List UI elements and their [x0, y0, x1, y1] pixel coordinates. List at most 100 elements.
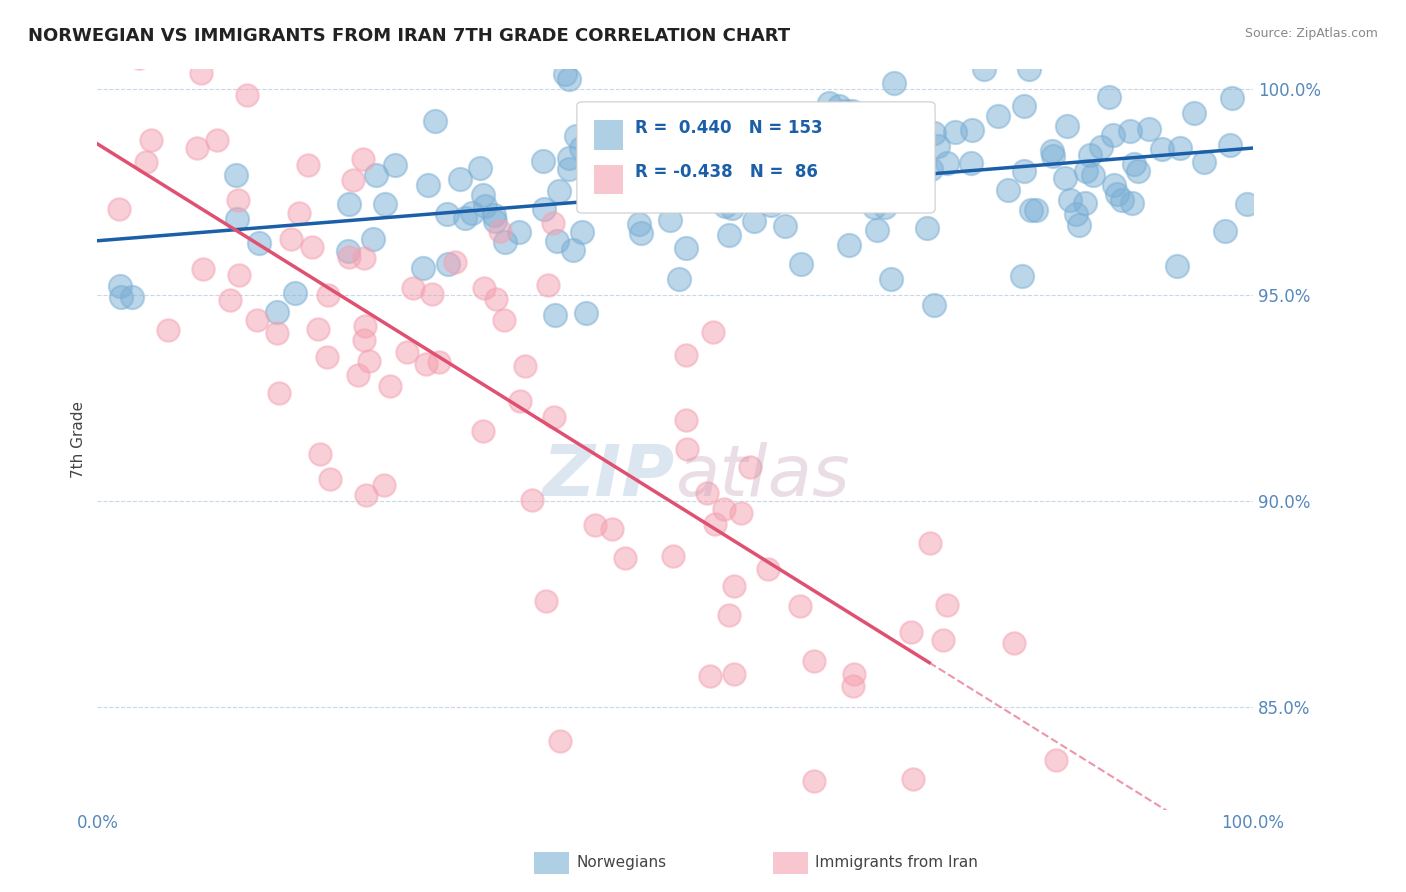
Point	[883, 76, 905, 90]
Point	[591, 177, 613, 191]
Point	[420, 286, 443, 301]
Point	[943, 125, 966, 139]
Point	[607, 177, 630, 191]
Point	[1019, 202, 1042, 217]
Point	[266, 304, 288, 318]
Point	[374, 197, 396, 211]
Point	[713, 502, 735, 516]
Point	[565, 129, 588, 144]
Point	[107, 202, 129, 216]
Point	[1018, 62, 1040, 76]
Point	[373, 478, 395, 492]
Point	[702, 326, 724, 340]
Point	[347, 368, 370, 382]
Point	[821, 189, 844, 203]
Point	[1213, 224, 1236, 238]
Bar	[595, 165, 623, 194]
Point	[973, 62, 995, 76]
Y-axis label: 7th Grade: 7th Grade	[72, 401, 86, 477]
Point	[228, 268, 250, 282]
Point	[915, 221, 938, 235]
Point	[756, 562, 779, 576]
Point	[827, 149, 849, 163]
Point	[681, 132, 703, 146]
Point	[668, 272, 690, 286]
Point	[461, 206, 484, 220]
Point	[342, 172, 364, 186]
Point	[1102, 128, 1125, 142]
Point	[1168, 141, 1191, 155]
Point	[193, 261, 215, 276]
Point	[879, 117, 901, 131]
Point	[550, 734, 572, 748]
Point	[870, 146, 893, 161]
Point	[884, 149, 907, 163]
Point	[1067, 218, 1090, 232]
Point	[396, 345, 419, 359]
Point	[384, 158, 406, 172]
Point	[1137, 122, 1160, 136]
Point	[598, 186, 620, 200]
Point	[927, 139, 949, 153]
Point	[378, 378, 401, 392]
Point	[316, 351, 339, 365]
Point	[659, 212, 682, 227]
Point	[1121, 196, 1143, 211]
Point	[600, 522, 623, 536]
Point	[789, 599, 811, 614]
Point	[704, 516, 727, 531]
Point	[803, 773, 825, 788]
Point	[890, 186, 912, 200]
Point	[1056, 119, 1078, 133]
Point	[860, 178, 883, 192]
Point	[678, 188, 700, 202]
Point	[543, 410, 565, 425]
Point	[738, 187, 761, 202]
Point	[533, 202, 555, 216]
Point	[472, 280, 495, 294]
Point	[352, 153, 374, 167]
Point	[920, 161, 942, 176]
Text: atlas: atlas	[675, 442, 849, 510]
Point	[960, 122, 983, 136]
Point	[773, 219, 796, 233]
Point	[1011, 269, 1033, 284]
Point	[149, 5, 172, 20]
Point	[662, 549, 685, 563]
Point	[569, 141, 592, 155]
Point	[546, 234, 568, 248]
Point	[818, 95, 841, 110]
Point	[226, 193, 249, 207]
Point	[484, 213, 506, 227]
Point	[696, 485, 718, 500]
Point	[866, 222, 889, 236]
Point	[157, 322, 180, 336]
Point	[879, 272, 901, 286]
Point	[472, 425, 495, 439]
Point	[728, 193, 751, 207]
Point	[730, 130, 752, 145]
Point	[583, 517, 606, 532]
Text: Immigrants from Iran: Immigrants from Iran	[815, 855, 979, 870]
Point	[720, 201, 742, 215]
Point	[838, 237, 860, 252]
Point	[683, 178, 706, 193]
Point	[558, 152, 581, 166]
Point	[508, 225, 530, 239]
Point	[436, 257, 458, 271]
Point	[1166, 260, 1188, 274]
Point	[870, 164, 893, 178]
Point	[887, 175, 910, 189]
Point	[267, 386, 290, 401]
Point	[361, 232, 384, 246]
Point	[723, 667, 745, 681]
Point	[842, 667, 865, 681]
Point	[288, 206, 311, 220]
Point	[558, 161, 581, 176]
Point	[863, 200, 886, 214]
Point	[316, 287, 339, 301]
Point	[364, 168, 387, 182]
Point	[544, 308, 567, 322]
Point	[297, 159, 319, 173]
Point	[803, 193, 825, 207]
